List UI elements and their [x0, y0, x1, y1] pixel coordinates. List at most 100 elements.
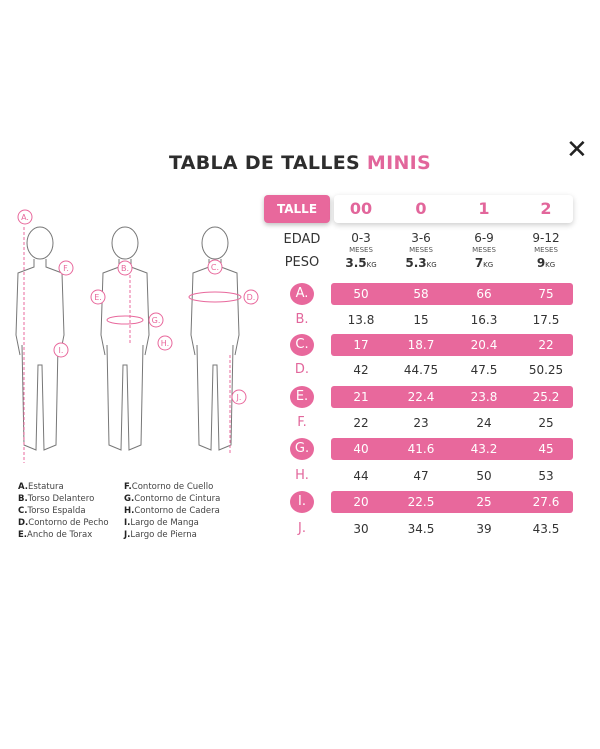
- row-highlight-bar: [331, 491, 573, 513]
- table-cell: 30: [353, 522, 369, 536]
- legend-left: A.Estatura B.Torso Delantero C.Torso Espal…: [18, 481, 109, 541]
- talle-header: TALLE: [264, 195, 330, 223]
- edad-value: 9-12 MESES: [532, 231, 560, 254]
- body-figures-illustration: A. F. I. B. E. G. H. C. D. J.: [15, 209, 259, 463]
- table-cell: 50.25: [528, 363, 564, 377]
- figure-marker-label: E.: [94, 293, 102, 302]
- figure-marker-label: D.: [247, 293, 256, 302]
- table-cell: 75: [538, 287, 554, 301]
- figure-marker: [157, 335, 173, 351]
- row-label: G.: [290, 438, 314, 460]
- figure-marker-label: F.: [63, 264, 69, 273]
- table-cell: 25: [476, 495, 492, 509]
- table-cell: 23: [413, 416, 429, 430]
- legend-item: J.Largo de Pierna: [124, 530, 197, 540]
- table-cell: 22.4: [407, 390, 435, 404]
- figure-marker: [90, 289, 106, 305]
- table-cell: 27.6: [532, 495, 560, 509]
- table-cell: 17: [353, 338, 369, 352]
- size-3: 2: [540, 199, 552, 218]
- figure-marker-label: H.: [161, 339, 169, 348]
- peso-value: 3.5KG: [345, 256, 377, 270]
- row-highlight-bar: [331, 438, 573, 460]
- table-cell: 20: [353, 495, 369, 509]
- close-icon[interactable]: ✕: [566, 135, 588, 165]
- row-label: C.: [290, 334, 314, 356]
- table-cell: 58: [413, 287, 429, 301]
- table-cell: 22.5: [407, 495, 435, 509]
- table-cell: 16.3: [470, 313, 498, 327]
- peso-value: 9KG: [536, 256, 556, 270]
- legend-item: H.Contorno de Cadera: [124, 506, 220, 516]
- size-0: 00: [349, 199, 373, 218]
- row-label: E.: [290, 386, 314, 408]
- table-cell: 47.5: [470, 363, 498, 377]
- table-cell: 25: [538, 416, 554, 430]
- legend-item: D.Contorno de Pecho: [18, 518, 109, 528]
- legend-item: F.Contorno de Cuello: [124, 482, 214, 492]
- table-cell: 53: [538, 469, 554, 483]
- row-label: I.: [290, 491, 314, 513]
- row-highlight-bar: [331, 386, 573, 408]
- table-cell: 40: [353, 442, 369, 456]
- size-header-box: [334, 195, 573, 223]
- figure-marker-label: I.: [59, 346, 64, 355]
- table-cell: 20.4: [470, 338, 498, 352]
- size-2: 1: [478, 199, 490, 218]
- legend-item: A.Estatura: [18, 482, 64, 492]
- peso-value: 7KG: [474, 256, 494, 270]
- title-main: TABLA DE TALLES: [168, 152, 360, 174]
- figure-marker: [117, 260, 133, 276]
- legend-item: I.Largo de Manga: [124, 518, 199, 528]
- row-label: F.: [297, 415, 307, 430]
- row-highlight-bar: [331, 283, 573, 305]
- table-cell: 50: [476, 469, 492, 483]
- table-cell: 39: [476, 522, 492, 536]
- table-cell: 43.5: [532, 522, 560, 536]
- legend-item: E.Ancho de Torax: [18, 530, 93, 540]
- figure-marker-label: G.: [152, 316, 161, 325]
- figure-marker-label: A.: [21, 213, 29, 222]
- table-cell: 22: [353, 416, 369, 430]
- table-cell: 50: [353, 287, 369, 301]
- page-title: TABLA DE TALLES MINIS: [0, 152, 600, 174]
- table-cell: 43.2: [470, 442, 498, 456]
- legend-item: G.Contorno de Cintura: [124, 494, 221, 504]
- row-label: B.: [295, 312, 309, 327]
- table-cell: 41.6: [407, 442, 435, 456]
- edad-label: EDAD: [283, 232, 321, 247]
- figure-marker-label: B.: [121, 264, 129, 273]
- table-cell: 42: [353, 363, 369, 377]
- table-cell: 45: [538, 442, 554, 456]
- edad-value: 6-9 MESES: [472, 231, 496, 254]
- figure-marker: [148, 312, 164, 328]
- table-cell: 66: [476, 287, 492, 301]
- peso-label: PESO: [284, 255, 320, 270]
- legend-item: B.Torso Delantero: [18, 494, 95, 504]
- figure-marker: [17, 209, 33, 225]
- table-cell: 25.2: [532, 390, 560, 404]
- row-label: D.: [294, 362, 310, 377]
- legend-right: F.Contorno de Cuello G.Contorno de Cintur…: [124, 481, 220, 541]
- table-cell: 17.5: [532, 313, 560, 327]
- table-cell: 13.8: [347, 313, 375, 327]
- figure-marker-label: C.: [211, 263, 219, 272]
- figure-marker: [58, 260, 74, 276]
- table-cell: 44: [353, 469, 369, 483]
- edad-value: 0-3 MESES: [349, 231, 373, 254]
- row-highlight-bar: [331, 334, 573, 356]
- edad-value: 3-6 MESES: [409, 231, 433, 254]
- table-cell: 22: [538, 338, 554, 352]
- figure-marker: [207, 259, 223, 275]
- figure-marker-label: J.: [236, 393, 242, 402]
- row-label: A.: [290, 283, 314, 305]
- figure-marker: [231, 389, 247, 405]
- table-cell: 34.5: [407, 522, 435, 536]
- table-cell: 18.7: [407, 338, 435, 352]
- table-cell: 47: [413, 469, 429, 483]
- table-cell: 15: [413, 313, 429, 327]
- size-1: 0: [415, 199, 427, 218]
- table-cell: 21: [353, 390, 369, 404]
- table-cell: 23.8: [470, 390, 498, 404]
- table-cell: 24: [476, 416, 492, 430]
